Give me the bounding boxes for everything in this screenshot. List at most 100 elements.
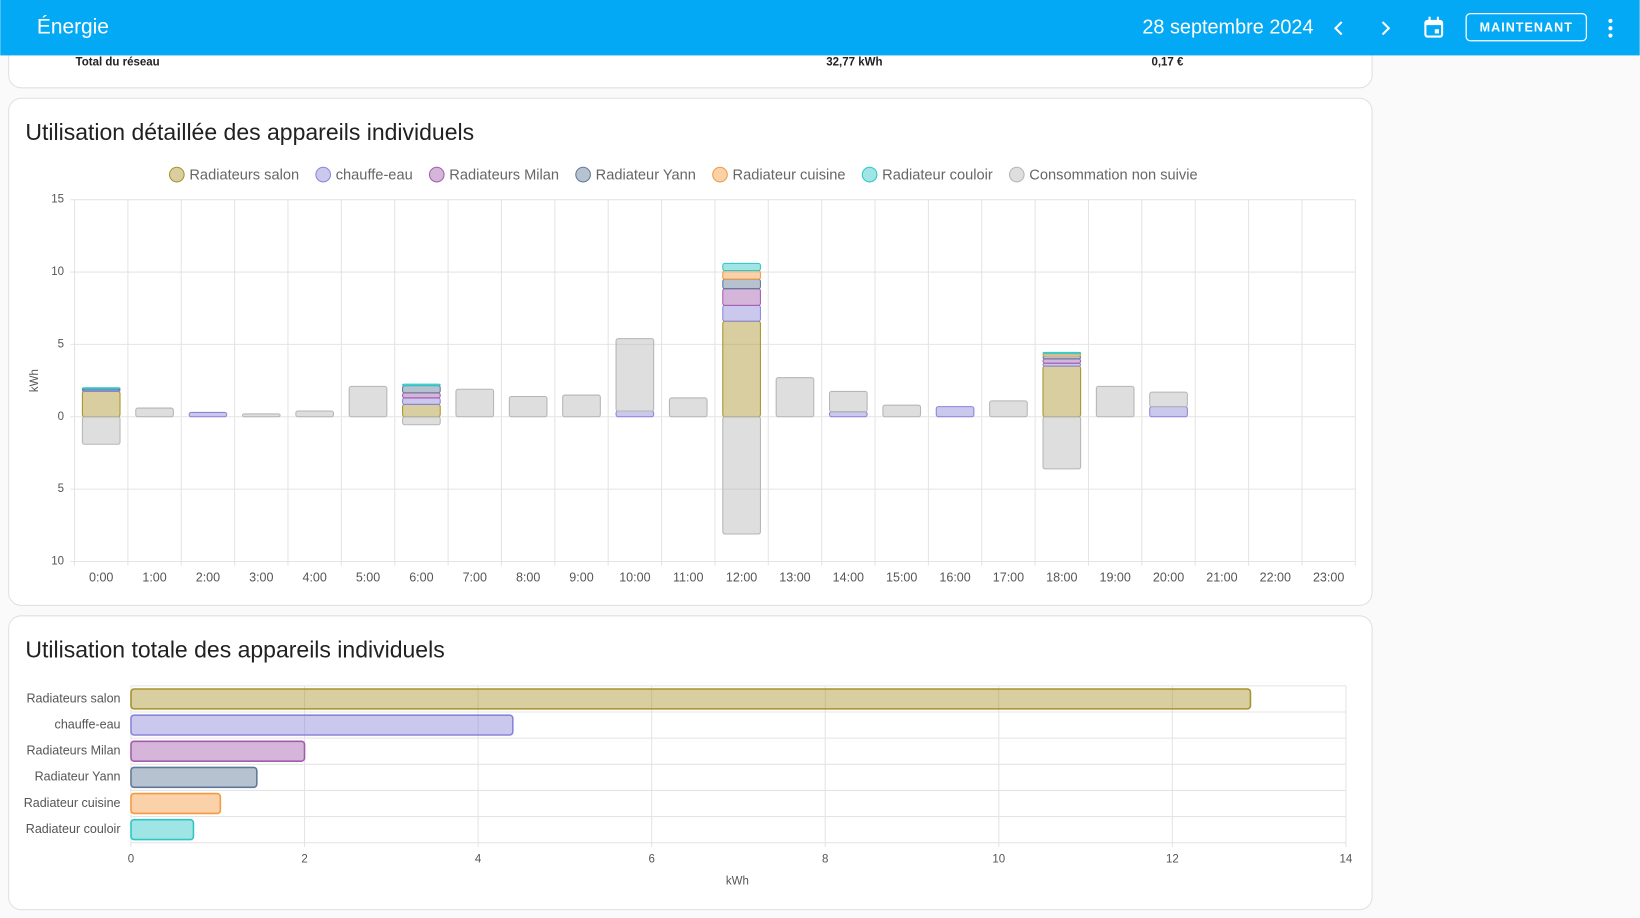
y-tick-label: 10	[51, 555, 64, 567]
x-axis-label: kWh	[726, 875, 749, 887]
y-tick-label: Radiateur couloir	[26, 822, 121, 836]
bar-segment	[508, 395, 548, 418]
legend-swatch	[315, 166, 332, 183]
next-button[interactable]	[1381, 21, 1391, 36]
legend-label: chauffe-eau	[336, 168, 413, 184]
bar-segment	[348, 385, 388, 418]
bar-segment	[615, 338, 655, 412]
row-label: Total du réseau	[76, 57, 160, 69]
y-tick-label: 5	[58, 483, 64, 495]
legend-label: Radiateur cuisine	[733, 168, 846, 184]
bar-segment	[1042, 416, 1082, 470]
x-tick-label: 17:00	[993, 571, 1024, 585]
card-title: Utilisation totale des appareils individ…	[25, 636, 444, 662]
bar	[130, 818, 195, 841]
bar-segment	[455, 388, 495, 418]
x-tick-label: 3:00	[249, 571, 273, 585]
y-tick-label: Radiateur Yann	[35, 770, 121, 784]
menu-dot	[1608, 18, 1613, 24]
bar-segment	[722, 416, 761, 535]
x-tick-label: 6	[648, 853, 654, 865]
bar-segment	[1095, 385, 1135, 418]
legend-swatch	[575, 166, 591, 183]
card	[8, 97, 1373, 606]
bar-segment	[722, 278, 761, 290]
y-tick-label: 5	[58, 338, 64, 350]
legend-swatch	[712, 166, 728, 183]
bar-segment	[1042, 365, 1082, 418]
bar-segment	[1149, 391, 1188, 408]
x-tick-label: 23:00	[1313, 571, 1344, 585]
row-energy: 32,77 kWh	[826, 57, 882, 69]
x-tick-label: 7:00	[463, 571, 487, 585]
bar-segment	[402, 383, 441, 387]
x-tick-label: 9:00	[569, 571, 593, 585]
bar-segment	[562, 394, 601, 418]
bar-segment	[1042, 358, 1082, 364]
bar-segment	[1042, 351, 1082, 355]
legend-label: Radiateur couloir	[882, 168, 993, 184]
menu-dot	[1608, 26, 1613, 31]
bar-segment	[188, 411, 228, 418]
x-tick-label: 1:00	[142, 571, 166, 585]
x-tick-label: 14:00	[833, 571, 864, 585]
x-tick-label: 0	[128, 853, 134, 865]
horizontal-bar-chart: 0 2 4 6 8 10 12 14 kWh Radiateurs salon chauffe-ea…	[24, 685, 1353, 887]
bar-segment	[1149, 406, 1188, 418]
bar-segment	[722, 270, 761, 280]
date: 28 septembre 2024	[1142, 16, 1313, 38]
calendar-icon	[1436, 16, 1439, 22]
bar-segment	[402, 416, 441, 426]
x-tick-label: 0:00	[89, 571, 113, 585]
legend-label: Consommation non suivie	[1029, 168, 1197, 184]
legend-swatch	[861, 166, 878, 183]
bar-segment	[935, 406, 975, 418]
stacked-bar-chart: 10 5 0 5 10 15 kWh 0:00 1:00 2:00 3:00 4:00 5:00 6:00…	[29, 166, 1356, 585]
y-tick-label: 10	[51, 266, 64, 278]
x-tick-label: 8:00	[516, 571, 540, 585]
bar-segment	[722, 320, 761, 418]
bar	[130, 714, 514, 736]
bar-segment	[402, 392, 441, 399]
bar-segment	[402, 385, 441, 394]
bar-segment	[722, 288, 761, 306]
now-button-label: MAINTENANT	[1480, 21, 1573, 35]
now-button[interactable]	[1465, 12, 1588, 42]
bar-segment	[402, 403, 441, 418]
legend-swatch	[168, 166, 185, 183]
bar-segment	[668, 397, 708, 418]
bar	[130, 792, 222, 815]
app-bar	[0, 0, 1640, 56]
legend-label: Radiateur Yann	[596, 168, 696, 184]
y-tick-label: Radiateurs Milan	[26, 744, 120, 758]
menu-button[interactable]	[1608, 18, 1613, 38]
calendar-icon	[1434, 29, 1439, 34]
x-tick-label: 2:00	[196, 571, 220, 585]
bar-segment	[615, 410, 655, 418]
x-tick-label: 12	[1166, 853, 1179, 865]
calendar-icon	[1425, 20, 1443, 26]
y-tick-label: Radiateurs salon	[26, 691, 120, 705]
x-tick-label: 2	[301, 853, 307, 865]
bar-segment	[135, 407, 174, 418]
legend-label: Radiateurs salon	[189, 168, 299, 184]
calendar-button[interactable]	[1424, 16, 1444, 38]
bar-segment	[828, 411, 868, 418]
bar-segment	[828, 390, 868, 413]
row-cost: 0,17 €	[1151, 57, 1184, 69]
x-tick-label: 8	[822, 853, 828, 865]
prev-button[interactable]	[1333, 21, 1343, 36]
bar	[130, 740, 306, 762]
bar-segment	[722, 304, 761, 322]
x-tick-label: 10:00	[619, 571, 650, 585]
x-tick-label: 13:00	[779, 571, 810, 585]
bar	[130, 688, 1252, 710]
menu-dot	[1608, 33, 1613, 38]
legend: Radiateurs salon chauffe-eau Radiateurs Mi…	[168, 166, 1198, 184]
y-axis-label: kWh	[29, 369, 41, 392]
x-tick-label: 20:00	[1153, 571, 1184, 585]
x-tick-label: 14	[1340, 853, 1353, 865]
bar-segment	[81, 416, 121, 445]
